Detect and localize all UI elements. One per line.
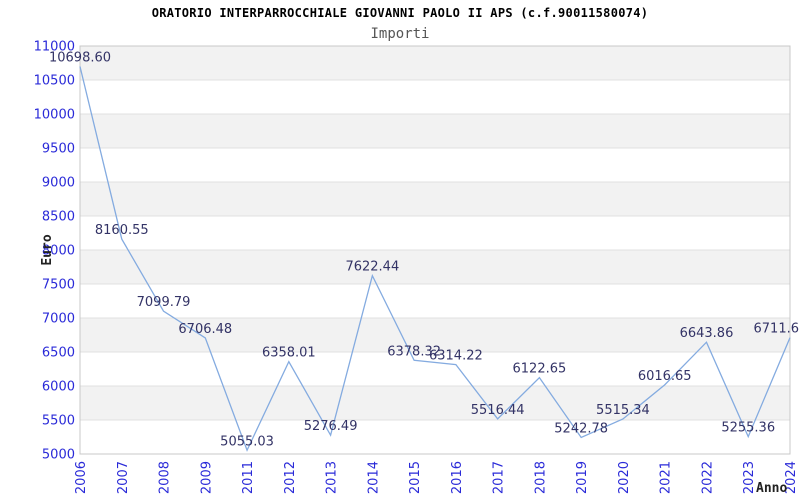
point-value-label: 5242.78 [554, 421, 608, 436]
y-axis-tick-label: 10000 [34, 108, 75, 123]
x-axis-tick-label: 2015 [408, 461, 423, 494]
point-value-label: 6643.86 [680, 326, 734, 341]
plot-band [80, 420, 790, 454]
point-value-label: 8160.55 [95, 223, 149, 238]
x-axis-tick-label: 2014 [366, 461, 381, 494]
point-value-label: 6706.48 [178, 322, 232, 337]
chart-subtitle: Importi [370, 26, 430, 42]
point-value-label: 5276.49 [304, 419, 358, 434]
y-axis-tick-label: 9000 [42, 176, 75, 191]
y-axis-tick-label: 11000 [34, 40, 75, 55]
x-axis-tick-label: 2011 [241, 461, 256, 494]
point-value-label: 5515.34 [596, 403, 650, 418]
y-axis-name-label: Euro [40, 234, 55, 265]
point-value-label: 6711.6 [754, 322, 800, 337]
point-value-label: 7622.44 [345, 260, 399, 275]
x-axis-tick-label: 2013 [325, 461, 340, 494]
y-axis-tick-label: 5000 [42, 448, 75, 463]
y-axis-tick-label: 8500 [42, 210, 75, 225]
y-axis-tick-label: 9500 [42, 142, 75, 157]
point-value-label: 7099.79 [137, 295, 191, 310]
plot-band [80, 80, 790, 114]
x-axis-tick-label: 2023 [742, 461, 757, 494]
x-axis-tick-label: 2008 [158, 461, 173, 494]
y-axis-tick-label: 10500 [34, 74, 75, 89]
plot-band [80, 318, 790, 352]
point-value-label: 10698.60 [49, 50, 111, 65]
y-axis-tick-label: 7000 [42, 312, 75, 327]
point-value-label: 5055.03 [220, 434, 274, 449]
point-value-label: 6358.01 [262, 346, 316, 361]
x-axis-tick-label: 2007 [116, 461, 131, 494]
x-axis-tick-label: 2017 [492, 461, 507, 494]
y-axis-tick-label: 6000 [42, 380, 75, 395]
x-axis-tick-label: 2009 [199, 461, 214, 494]
y-axis-tick-label: 8000 [42, 244, 75, 259]
point-value-label: 5516.44 [471, 403, 525, 418]
point-value-label: 6122.65 [513, 362, 567, 377]
data-line [79, 66, 791, 452]
point-value-label: 5255.36 [721, 421, 775, 436]
x-axis-tick-label: 2018 [533, 461, 548, 494]
x-axis-tick-label: 2021 [659, 461, 674, 494]
plot-band [80, 114, 790, 148]
x-axis-tick-label: 2019 [575, 461, 590, 494]
plot-border [79, 45, 791, 455]
plot-band [80, 352, 790, 386]
point-value-label: 6314.22 [429, 349, 483, 364]
plot-band [80, 284, 790, 318]
y-axis-tick-label: 6500 [42, 346, 75, 361]
plot-band [80, 46, 790, 80]
point-value-label: 6378.32 [387, 344, 441, 359]
plot-band [80, 182, 790, 216]
x-axis-tick-label: 2016 [450, 461, 465, 494]
plot-band [80, 386, 790, 420]
x-axis-tick-label: 2006 [74, 461, 89, 494]
chart-title: ORATORIO INTERPARROCCHIALE GIOVANNI PAOL… [151, 6, 649, 20]
x-axis-name-label: Anno [756, 481, 787, 496]
x-axis-tick-label: 2012 [283, 461, 298, 494]
x-axis-tick-label: 2020 [617, 461, 632, 494]
plot-band [80, 216, 790, 250]
x-axis-tick-label: 2024 [784, 461, 799, 494]
point-value-label: 6016.65 [638, 369, 692, 384]
plot-band [80, 250, 790, 284]
y-axis-tick-label: 7500 [42, 278, 75, 293]
x-axis-tick-label: 2022 [700, 461, 715, 494]
y-axis-tick-label: 5500 [42, 414, 75, 429]
plot-band [80, 148, 790, 182]
